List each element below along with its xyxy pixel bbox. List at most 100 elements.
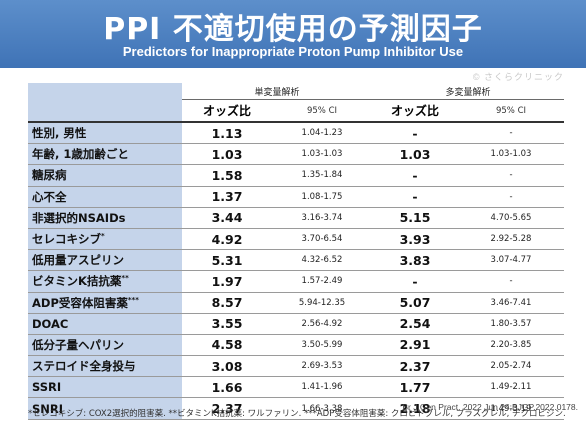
- table-body: 性別, 男性 1.13 1.04-1.23- - 年齢, 1歳加齢ごと 1.03 1.03-…: [28, 122, 564, 420]
- multivariate-odds-ratio: 5.15: [372, 207, 458, 229]
- footnote-marker: *: [101, 232, 105, 241]
- table-row: SNRI 2.37 1.66-3.38 2.18 1.49-3.19: [28, 397, 564, 420]
- univariate-ci: 1.04-1.23: [272, 122, 372, 145]
- multivariate-ci: 2.05-2.74: [458, 355, 564, 378]
- page-title: PPI 不適切使用の予測因子: [103, 12, 483, 47]
- table-row: SSRI 1.66 1.41-1.96 1.77 1.49-2.11: [28, 376, 564, 399]
- table-row: 年齢, 1歳加齢ごと 1.03 1.03-1.03 1.03 1.03-1.03: [28, 143, 564, 166]
- univariate-odds-ratio: 3.55: [182, 313, 272, 335]
- predictor-table: 単変量解析 多変量解析 オッズ比 95% CI オッズ比 95% CI 性別, …: [28, 83, 564, 420]
- multivariate-ci: 1.49-2.11: [458, 376, 564, 399]
- row-label-text: ビタミンK拮抗薬: [32, 274, 122, 289]
- row-label: SNRI: [28, 397, 182, 420]
- multivariate-odds-ratio: 3.83: [372, 249, 458, 272]
- row-label: 性別, 男性: [28, 122, 182, 145]
- footnote-marker: **: [121, 274, 129, 283]
- row-label-text: ステロイド全身投与: [32, 359, 136, 374]
- row-label: 糖尿病: [28, 164, 182, 187]
- univariate-odds-header: オッズ比: [182, 99, 272, 123]
- multivariate-odds-ratio: -: [372, 164, 458, 187]
- univariate-ci-header: 95% CI: [272, 99, 372, 123]
- table-row: 非選択的NSAIDs 3.44 3.16-3.74 5.15 4.70-5.65: [28, 207, 564, 229]
- univariate-ci: 1.57-2.49: [272, 270, 372, 293]
- univariate-odds-ratio: 4.92: [182, 228, 272, 251]
- table-row: ビタミンK拮抗薬** 1.97 1.57-2.49- -: [28, 270, 564, 293]
- table-row: ステロイド全身投与 3.08 2.69-3.53 2.37 2.05-2.74: [28, 355, 564, 378]
- multivariate-odds-ratio: 2.37: [372, 355, 458, 378]
- multivariate-ci: 1.03-1.03: [458, 143, 564, 166]
- header-blank-cell: [28, 99, 182, 123]
- row-label-text: 非選択的NSAIDs: [32, 210, 126, 225]
- multivariate-ci: 4.70-5.65: [458, 207, 564, 229]
- multivariate-odds-ratio: 2.18: [372, 397, 458, 420]
- row-label-text: DOAC: [32, 316, 69, 331]
- row-label: 年齢, 1歳加齢ごと: [28, 143, 182, 166]
- table-row: DOAC 3.55 2.56-4.92 2.54 1.80-3.57: [28, 313, 564, 335]
- univariate-ci: 3.16-3.74: [272, 207, 372, 229]
- row-label: ビタミンK拮抗薬**: [28, 270, 182, 293]
- row-label: SSRI: [28, 376, 182, 399]
- table-row: 糖尿病 1.58 1.35-1.84- -: [28, 164, 564, 187]
- univariate-odds-ratio: 1.58: [182, 164, 272, 187]
- citation: Br J Gen Pract. 2022 Jun 24;BJGP.2022.01…: [402, 402, 578, 412]
- table-row: 性別, 男性 1.13 1.04-1.23- -: [28, 122, 564, 145]
- multivariate-ci: 1.80-3.57: [458, 313, 564, 335]
- univariate-odds-ratio: 4.58: [182, 334, 272, 357]
- page-subtitle: Predictors for Inappropriate Proton Pump…: [122, 44, 464, 59]
- row-label-text: ADP受容体阻害薬: [32, 295, 128, 310]
- univariate-group-header: 単変量解析: [182, 83, 372, 100]
- univariate-ci: 1.35-1.84: [272, 164, 372, 187]
- univariate-odds-ratio: 2.37: [182, 397, 272, 420]
- row-label: 低用量アスピリン: [28, 249, 182, 272]
- row-label: 非選択的NSAIDs: [28, 207, 182, 229]
- row-label-text: 低分子量ヘパリン: [32, 337, 124, 352]
- row-label-text: 1歳加齢ごと: [63, 147, 129, 162]
- univariate-ci: 2.56-4.92: [272, 313, 372, 335]
- multivariate-odds-ratio: -: [372, 122, 458, 145]
- multivariate-ci: 3.07-4.77: [458, 249, 564, 272]
- table-row: 心不全 1.37 1.08-1.75- -: [28, 186, 564, 208]
- footnote: *セレコキシブ: COX2選択的阻害薬. **ビタミンK拮抗薬: ワルファリン.…: [28, 409, 566, 419]
- row-label-text: 糖尿病: [32, 168, 67, 183]
- row-label: 心不全: [28, 186, 182, 208]
- multivariate-ci: -: [458, 122, 564, 145]
- univariate-ci: 3.50-5.99: [272, 334, 372, 357]
- univariate-ci: 1.66-3.38: [272, 397, 372, 420]
- univariate-ci: 4.32-6.52: [272, 249, 372, 272]
- univariate-odds-ratio: 1.66: [182, 376, 272, 399]
- multivariate-ci: -: [458, 186, 564, 208]
- multivariate-odds-header: オッズ比: [372, 99, 458, 123]
- watermark: © さくらクリニック: [472, 72, 564, 82]
- row-label: 低分子量ヘパリン: [28, 334, 182, 357]
- multivariate-group-header: 多変量解析: [372, 83, 564, 100]
- univariate-odds-ratio: 1.13: [182, 122, 272, 145]
- row-label-text: 男性: [63, 126, 87, 141]
- multivariate-ci: -: [458, 164, 564, 187]
- multivariate-ci: 3.46-7.41: [458, 292, 564, 314]
- row-label: DOAC: [28, 313, 182, 335]
- univariate-odds-ratio: 8.57: [182, 292, 272, 314]
- row-label-text: セレコキシブ: [32, 232, 101, 247]
- univariate-ci: 5.94-12.35: [272, 292, 372, 314]
- univariate-ci: 3.70-6.54: [272, 228, 372, 251]
- row-label-text: SNRI: [32, 401, 64, 416]
- row-label: ADP受容体阻害薬***: [28, 292, 182, 314]
- row-label: セレコキシブ*: [28, 228, 182, 251]
- univariate-odds-ratio: 3.08: [182, 355, 272, 378]
- multivariate-odds-ratio: -: [372, 270, 458, 293]
- row-label-text: 心不全: [32, 189, 67, 204]
- table-row: セレコキシブ* 4.92 3.70-6.54 3.93 2.92-5.28: [28, 228, 564, 251]
- multivariate-ci: 1.49-3.19: [458, 397, 564, 420]
- multivariate-odds-ratio: 3.93: [372, 228, 458, 251]
- row-label-prefix: 性別,: [32, 126, 64, 141]
- multivariate-odds-ratio: 2.54: [372, 313, 458, 335]
- multivariate-odds-ratio: 1.77: [372, 376, 458, 399]
- row-label-text: SSRI: [32, 380, 62, 395]
- multivariate-odds-ratio: 1.03: [372, 143, 458, 166]
- multivariate-ci-header: 95% CI: [458, 99, 564, 123]
- multivariate-odds-ratio: 5.07: [372, 292, 458, 314]
- multivariate-ci: 2.20-3.85: [458, 334, 564, 357]
- header-blank-cell: [28, 83, 182, 100]
- univariate-odds-ratio: 5.31: [182, 249, 272, 272]
- footnote-marker: ***: [127, 295, 139, 304]
